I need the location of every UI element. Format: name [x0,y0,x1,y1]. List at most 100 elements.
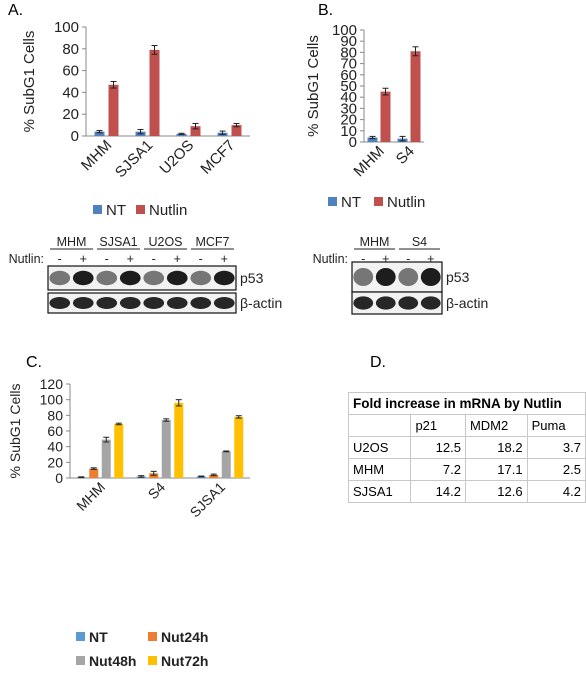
bar-nut48h [101,439,111,478]
blot-band [398,268,419,286]
legend-swatch-nt [76,632,85,641]
bar-nut24h [209,474,219,478]
y-tick-label: 30 [340,100,357,117]
y-tick-label: 60 [62,63,79,80]
bar-nutlin [410,51,421,142]
y-tick-label: 0 [71,128,79,145]
blot-lane-sign: + [80,252,87,266]
bar-nt [367,137,378,142]
y-tick-label: 60 [47,423,63,439]
blot-band [375,296,396,310]
table-cell: 4.2 [526,480,586,503]
blot-band [375,268,396,286]
y-tick-label: 120 [40,376,64,392]
y-tick-label: 50 [340,78,357,95]
legend-swatch-nut72h [148,656,157,665]
blot-lane-sign: + [174,252,181,266]
bar-nut48h [221,451,231,478]
blot-strip-beta-actin [47,292,237,314]
x-tick-label: MHM [73,479,108,514]
blot-band [420,296,441,310]
bar-nt [94,131,105,136]
blot-band [72,297,94,309]
y-tick-label: 100 [54,19,79,36]
blot-band [119,297,141,309]
bar-nut72h [114,423,124,478]
blot-treatment-label: Nutlin: [313,252,348,266]
y-tick-label: 80 [62,41,79,58]
legend-swatch-nt [93,205,102,214]
blot-lane-sign: + [221,252,228,266]
x-tick-label: S4 [393,143,418,168]
blot-band [213,270,235,286]
bar-nut48h [161,420,171,478]
blot-band-label: p53 [240,270,264,286]
blot-band [143,270,165,286]
blot-band [96,297,118,309]
blot-band [96,270,118,286]
blot-band [353,296,374,310]
y-tick-label: 20 [340,112,357,129]
legend-label-nut72h: Nut72h [161,653,208,669]
table-cell: 3.7 [526,436,586,459]
y-axis-label: % SubG1 Cells [305,35,322,137]
x-tick-label: MHM [78,137,115,174]
y-tick-label: 20 [47,454,63,470]
blot-band [166,297,188,309]
legend-label-nutlin: Nutlin [149,202,187,219]
bar-nutlin [380,91,391,142]
x-tick-label: SJSA1 [187,479,229,521]
legend-swatch-nut24h [148,632,157,641]
legend-label-nt: NT [106,202,126,219]
y-tick-label: 40 [340,89,357,106]
blot-band-label: p53 [446,269,470,285]
y-tick-label: 20 [62,106,79,123]
table-header-row: p21 MDM2 Puma [347,414,586,437]
bar-nut72h [174,402,184,478]
table-cell: 14.2 [410,480,466,503]
y-tick-label: 40 [47,439,63,455]
table-row-label: U2OS [347,436,412,459]
y-tick-label: 0 [55,470,63,486]
bar-nut72h [234,416,244,478]
blot-lane-sign: - [361,252,365,266]
y-tick-label: 70 [340,56,357,73]
y-tick-label: 100 [332,22,357,39]
blot-band [190,270,212,286]
blot-lane-sign: + [427,252,434,266]
blot-band [143,297,165,309]
table-row: MHM 7.2 17.1 2.5 [347,458,586,481]
x-tick-label: MCF7 [197,137,238,178]
blot-strip-beta-actin [351,291,443,315]
blot-group-label: MHM [360,235,390,249]
table-title-row: Fold increase in mRNA by Nutlin [348,392,586,415]
blot-lane-sign: - [152,252,156,266]
blot-band [420,268,441,286]
legend-label-nut48h: Nut48h [89,653,136,669]
table-cell: 7.2 [410,458,466,481]
blot-lane-sign: - [406,252,410,266]
bar-nutlin [231,125,242,136]
blot-treatment-label: Nutlin: [9,252,44,266]
legend-swatch-nutlin [374,197,383,206]
x-tick-label: S4 [145,479,169,503]
blot-band-label: β-actin [446,295,488,311]
bar-nutlin [149,49,160,136]
blot-lane-sign: - [199,252,203,266]
table-row: SJSA1 14.2 12.6 4.2 [347,480,586,503]
blot-group-label: S4 [412,235,427,249]
table-title: Fold increase in mRNA by Nutlin [348,392,586,415]
table-header-puma: Puma [526,414,586,437]
bar-nutlin [190,126,201,136]
table-cell: 17.1 [464,458,528,481]
legend-label-nt: NT [89,629,108,645]
bar-nt [176,133,187,136]
blot-band [213,297,235,309]
x-tick-label: U2OS [156,137,197,178]
legend-label-nut24h: Nut24h [161,629,208,645]
y-tick-label: 60 [340,67,357,84]
legend-swatch-nut48h [76,656,85,665]
